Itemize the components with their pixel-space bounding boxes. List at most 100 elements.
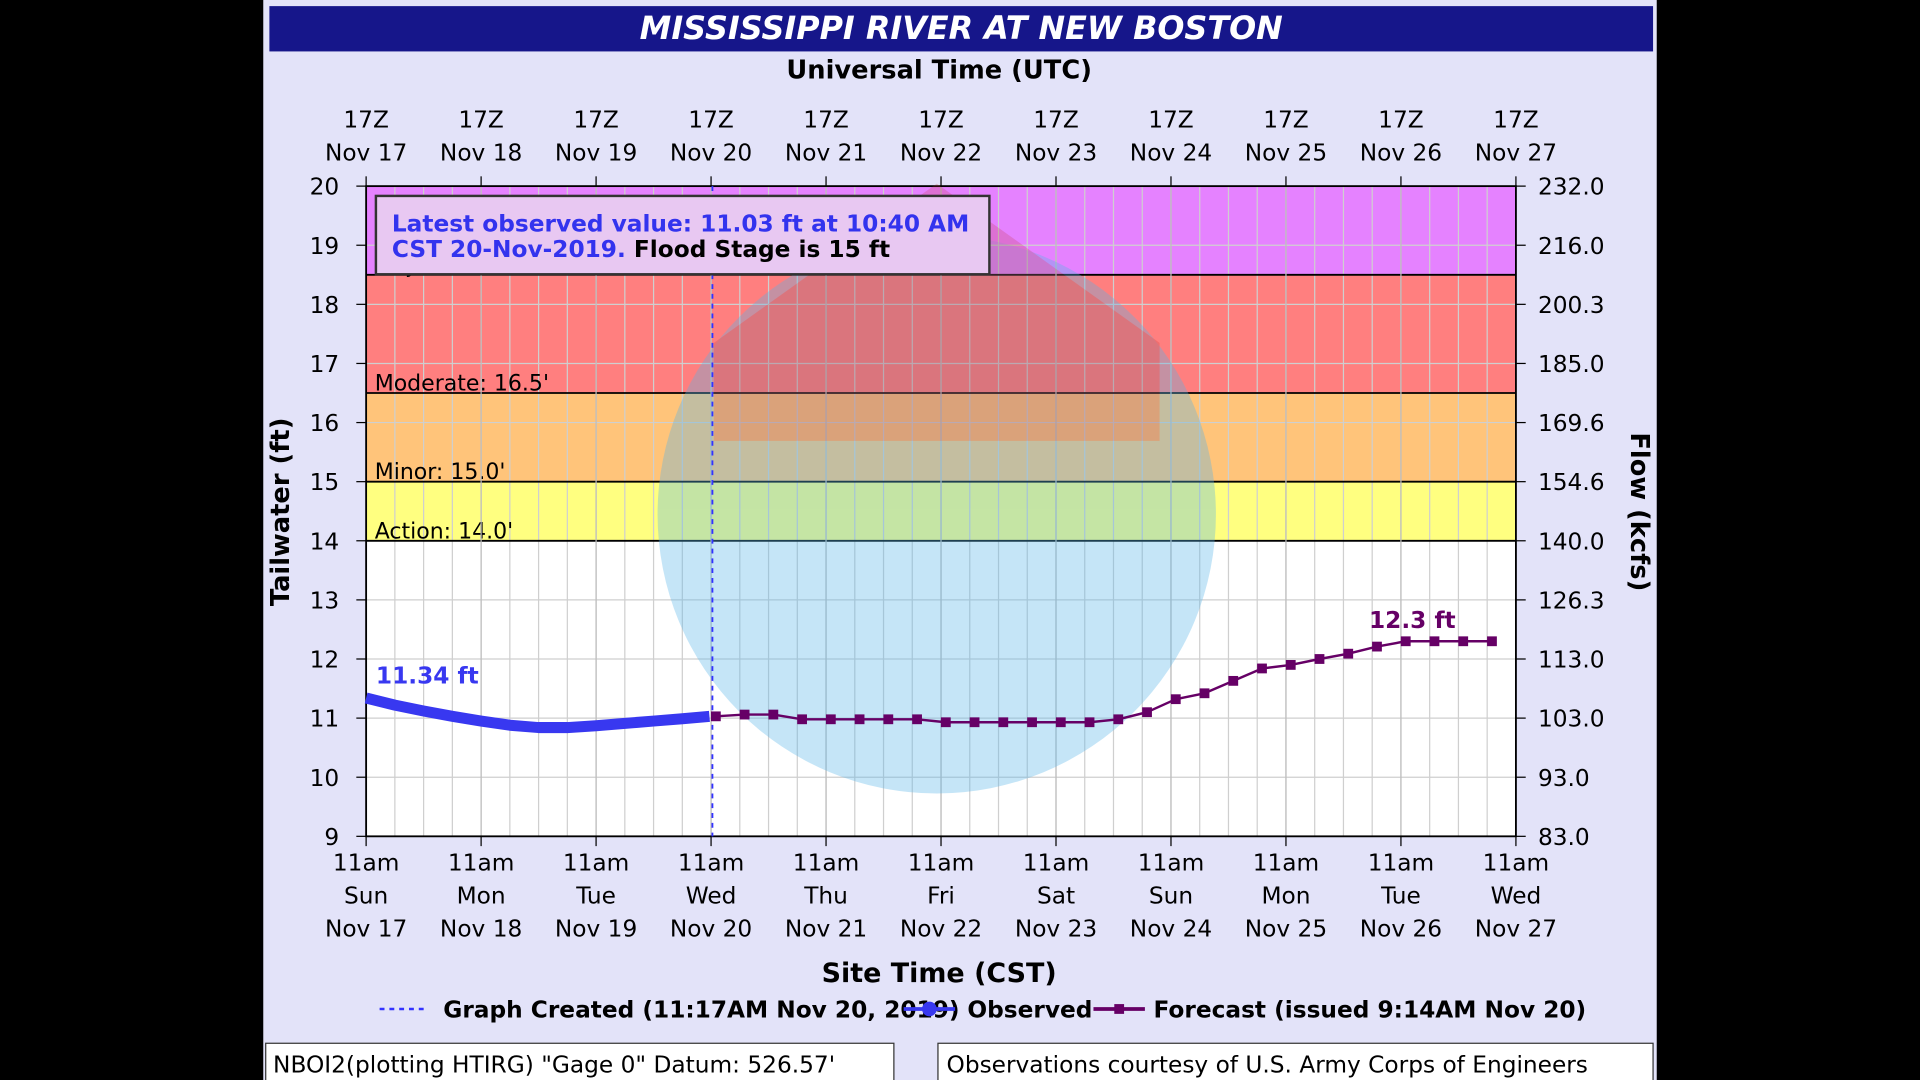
x-tick-label: Thu [803, 883, 848, 910]
info-text: CST 20-Nov-2019. [392, 236, 626, 263]
top-x-tick-label: Nov 21 [785, 139, 867, 166]
x-tick-label: 11am [333, 850, 399, 877]
y2-tick-label: 154.6 [1538, 469, 1605, 496]
forecast-point [739, 709, 750, 720]
x-tick-label: 11am [1023, 850, 1089, 877]
x-tick-label: Tue [575, 883, 616, 910]
forecast-point [883, 714, 894, 725]
forecast-point [998, 717, 1009, 728]
x-tick-label: Nov 20 [670, 916, 752, 943]
forecast-line [715, 640, 1492, 724]
info-box [374, 194, 991, 276]
x-tick-label: Sun [1149, 883, 1193, 910]
y2-tick-label: 232.0 [1538, 174, 1605, 201]
forecast-point [825, 714, 836, 725]
x-tick-label: Nov 19 [555, 916, 637, 943]
y-tick-label: 13 [310, 587, 340, 614]
x-tick-label: 11am [908, 850, 974, 877]
y2-tick-label: 185.0 [1538, 351, 1605, 378]
legend-label: Observed [967, 997, 1092, 1024]
grid: 9 10 11 12 13 14 15 16 17 18 19 20 83.0 93.0 103.0 113.… [310, 106, 1605, 942]
x-tick-label: 11am [793, 850, 859, 877]
top-axis-label: Universal Time (UTC) [786, 55, 1092, 85]
x-tick-label: 11am [678, 850, 744, 877]
top-x-tick-label: 17Z [1033, 106, 1079, 133]
series-annotation: 12.3 ft [1369, 607, 1456, 634]
top-x-tick-label: 17Z [573, 106, 619, 133]
top-x-tick-label: 17Z [1148, 106, 1194, 133]
x-tick-label: Nov 22 [900, 916, 982, 943]
forecast-point [1487, 636, 1497, 647]
info-text: Latest observed value: 11.03 ft at 10:40… [392, 210, 969, 237]
y-tick-label: 9 [324, 824, 339, 851]
legend: Graph Created (11:17AM Nov 20, 2019) Obse… [379, 997, 1586, 1024]
y-tick-label: 16 [310, 410, 340, 437]
x-tick-label: Nov 27 [1475, 916, 1557, 943]
top-x-tick-label: 17Z [343, 106, 389, 133]
legend-label: Graph Created (11:17AM Nov 20, 2019) [443, 997, 959, 1024]
x-tick-label: Nov 21 [785, 916, 867, 943]
top-x-tick-label: Nov 25 [1245, 139, 1327, 166]
legend-label: Forecast (issued 9:14AM Nov 20) [1153, 997, 1586, 1024]
x-tick-label: Sat [1037, 883, 1075, 910]
y-tick-label: 11 [310, 706, 340, 733]
top-x-tick-label: Nov 27 [1475, 139, 1557, 166]
observed-line [364, 692, 710, 734]
flood-label: Minor: 15.0' [375, 460, 506, 485]
watermark-circle [657, 235, 1216, 794]
forecast-point [1084, 717, 1095, 728]
x-tick-label: Nov 26 [1360, 916, 1442, 943]
forecast-point [1257, 663, 1267, 674]
title-bar [269, 6, 1654, 52]
y2-tick-label: 113.0 [1538, 647, 1605, 674]
flood-stage-note: Flood Stage is 15 ft [634, 236, 890, 263]
top-x-tick-label: 17Z [1493, 106, 1539, 133]
x-tick-label: Nov 18 [440, 916, 522, 943]
forecast-point [1199, 688, 1210, 699]
plot: 11.34 ft 12.3 ft [364, 186, 1497, 837]
forecast-point [1314, 654, 1325, 664]
x-tick-label: Mon [1261, 883, 1310, 910]
watermark-shape [713, 183, 1160, 441]
top-x-tick-label: 17Z [688, 106, 734, 133]
forecast-point [940, 717, 951, 728]
top-x-tick-label: 17Z [1263, 106, 1309, 133]
top-x-tick-label: Nov 24 [1130, 139, 1212, 166]
x-tick-label: Sun [344, 883, 388, 910]
forecast-point [797, 714, 807, 725]
info-text: CST 20-Nov-2019. Flood Stage is 15 ft [392, 236, 890, 263]
forecast-point [1228, 675, 1239, 686]
top-x-tick-label: Nov 19 [555, 139, 637, 166]
y-tick-label: 18 [310, 292, 340, 319]
forecast-point [969, 717, 980, 728]
top-x-tick-label: 17Z [1378, 106, 1424, 133]
top-x-tick-label: Nov 18 [440, 139, 522, 166]
forecast-point [710, 711, 721, 722]
footer-right: Observations courtesy of U.S. Army Corps… [947, 1052, 1588, 1079]
legend-marker [922, 1001, 937, 1017]
x-tick-label: Wed [1491, 883, 1542, 910]
x-tick-label: Nov 25 [1245, 916, 1327, 943]
forecast-point [1055, 717, 1066, 728]
y2-tick-label: 216.0 [1538, 233, 1605, 260]
x-tick-label: 11am [1483, 850, 1549, 877]
x-tick-label: 11am [1368, 850, 1434, 877]
y-axis-label: Tailwater (ft) [266, 418, 296, 607]
y-tick-label: 17 [310, 351, 340, 378]
watermark [657, 183, 1216, 794]
forecast-point [1170, 694, 1181, 705]
top-x-tick-label: 17Z [458, 106, 504, 133]
chart-title: MISSISSIPPI RIVER AT NEW BOSTON [640, 9, 1283, 47]
y-tick-label: 12 [310, 647, 340, 674]
flood-label: Action: 14.0' [375, 519, 514, 544]
forecast-point [912, 714, 922, 725]
x-tick-label: 11am [1138, 850, 1204, 877]
footer-box [265, 1042, 895, 1080]
top-x-tick-label: Nov 26 [1360, 139, 1442, 166]
forecast-point [1400, 636, 1411, 647]
top-x-tick-label: Nov 20 [670, 139, 752, 166]
forecast-point [1458, 636, 1469, 647]
y2-tick-label: 83.0 [1538, 824, 1590, 851]
